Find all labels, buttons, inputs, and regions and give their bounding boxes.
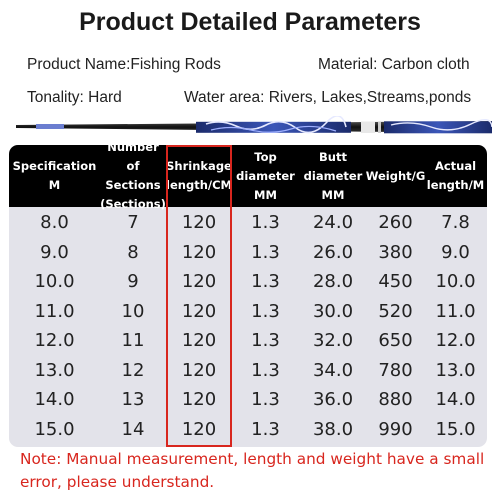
table-row: 11.0 10 120 1.3 30.0 520 11.0 bbox=[9, 297, 487, 327]
cell-top-diameter: 1.3 bbox=[251, 241, 280, 263]
table-row: 10.0 9 120 1.3 28.0 450 10.0 bbox=[9, 267, 487, 297]
cell-shrinkage: 120 bbox=[181, 241, 217, 263]
header-butt-diameter: Butt diameter MM bbox=[303, 149, 363, 202]
cell-weight: 380 bbox=[378, 241, 413, 263]
table-row: 13.0 12 120 1.3 34.0 780 13.0 bbox=[9, 356, 487, 386]
cell-specification: 10.0 bbox=[34, 271, 75, 293]
cell-top-diameter: 1.3 bbox=[251, 212, 280, 234]
tonality-label: Tonality: Hard bbox=[27, 89, 122, 106]
cell-sections: 9 bbox=[127, 271, 139, 293]
cell-sections: 12 bbox=[121, 359, 145, 381]
cell-top-diameter: 1.3 bbox=[251, 330, 280, 352]
cell-weight: 780 bbox=[378, 359, 413, 381]
cell-shrinkage: 120 bbox=[181, 418, 217, 440]
cell-specification: 11.0 bbox=[34, 300, 75, 322]
cell-specification: 14.0 bbox=[34, 389, 75, 411]
cell-sections: 13 bbox=[121, 389, 145, 411]
cell-weight: 880 bbox=[378, 389, 413, 411]
cell-sections: 7 bbox=[127, 212, 139, 234]
cell-top-diameter: 1.3 bbox=[251, 418, 280, 440]
table-row: 14.0 13 120 1.3 36.0 880 14.0 bbox=[9, 385, 487, 415]
cell-actual-length: 9.0 bbox=[441, 241, 470, 263]
cell-actual-length: 13.0 bbox=[435, 359, 476, 381]
cell-sections: 11 bbox=[121, 330, 145, 352]
cell-specification: 9.0 bbox=[40, 241, 69, 263]
cell-specification: 8.0 bbox=[40, 212, 69, 234]
cell-shrinkage: 120 bbox=[181, 359, 217, 381]
cell-butt-diameter: 32.0 bbox=[312, 330, 354, 352]
cell-butt-diameter: 38.0 bbox=[312, 418, 354, 440]
material-label: Material: Carbon cloth bbox=[318, 56, 470, 73]
header-weight: Weight/G bbox=[365, 168, 426, 183]
cell-actual-length: 10.0 bbox=[435, 271, 476, 293]
cell-butt-diameter: 34.0 bbox=[312, 359, 354, 381]
table-row: 9.0 8 120 1.3 26.0 380 9.0 bbox=[9, 238, 487, 268]
cell-specification: 13.0 bbox=[34, 359, 75, 381]
cell-shrinkage: 120 bbox=[181, 271, 217, 293]
cell-specification: 15.0 bbox=[34, 418, 75, 440]
cell-actual-length: 7.8 bbox=[441, 212, 470, 234]
cell-top-diameter: 1.3 bbox=[251, 389, 280, 411]
cell-shrinkage: 120 bbox=[181, 300, 217, 322]
header-top-diameter: Top diameter MM bbox=[236, 149, 295, 202]
cell-weight: 650 bbox=[378, 330, 413, 352]
cell-butt-diameter: 30.0 bbox=[312, 300, 354, 322]
product-name-label: Product Name:Fishing Rods bbox=[27, 56, 221, 73]
cell-actual-length: 12.0 bbox=[435, 330, 476, 352]
spec-table: Specification M Number of Sections (Sect… bbox=[9, 145, 487, 447]
cell-top-diameter: 1.3 bbox=[251, 359, 280, 381]
cell-weight: 520 bbox=[378, 300, 413, 322]
cell-sections: 14 bbox=[121, 418, 145, 440]
cell-butt-diameter: 24.0 bbox=[312, 212, 354, 234]
cell-butt-diameter: 36.0 bbox=[312, 389, 354, 411]
table-row: 12.0 11 120 1.3 32.0 650 12.0 bbox=[9, 326, 487, 356]
cell-butt-diameter: 26.0 bbox=[312, 241, 354, 263]
cell-specification: 12.0 bbox=[34, 330, 75, 352]
cell-top-diameter: 1.3 bbox=[251, 271, 280, 293]
header-actual-length: Actual length/M bbox=[426, 159, 485, 192]
page-title: Product Detailed Parameters bbox=[79, 8, 421, 36]
water-area-label: Water area: Rivers, Lakes,Streams,ponds bbox=[184, 89, 472, 106]
cell-shrinkage: 120 bbox=[181, 389, 217, 411]
cell-sections: 8 bbox=[127, 241, 139, 263]
cell-top-diameter: 1.3 bbox=[251, 300, 280, 322]
fishing-rod-image bbox=[16, 116, 492, 134]
cell-weight: 450 bbox=[378, 271, 413, 293]
spec-table-header: Specification M Number of Sections (Sect… bbox=[9, 145, 487, 211]
header-shrinkage: Shrinkage length/CM bbox=[166, 159, 232, 192]
cell-actual-length: 15.0 bbox=[435, 418, 476, 440]
cell-weight: 990 bbox=[378, 418, 413, 440]
cell-sections: 10 bbox=[121, 300, 145, 322]
cell-weight: 260 bbox=[378, 212, 413, 234]
cell-shrinkage: 120 bbox=[181, 212, 217, 234]
table-row: 8.0 7 120 1.3 24.0 260 7.8 bbox=[9, 208, 487, 238]
header-specification: Specification M bbox=[12, 159, 97, 192]
cell-actual-length: 14.0 bbox=[435, 389, 476, 411]
measurement-note: Note: Manual measurement, length and wei… bbox=[20, 450, 485, 491]
cell-butt-diameter: 28.0 bbox=[312, 271, 354, 293]
header-sections: Number of Sections (Sections) bbox=[100, 145, 166, 211]
cell-actual-length: 11.0 bbox=[435, 300, 476, 322]
table-row: 15.0 14 120 1.3 38.0 990 15.0 bbox=[9, 415, 487, 445]
cell-shrinkage: 120 bbox=[181, 330, 217, 352]
